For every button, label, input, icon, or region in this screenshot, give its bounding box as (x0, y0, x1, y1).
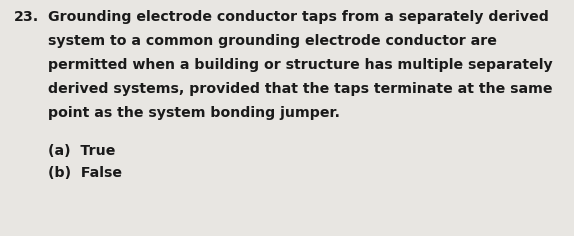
Text: Grounding electrode conductor taps from a separately derived: Grounding electrode conductor taps from … (48, 10, 549, 24)
Text: derived systems, provided that the taps terminate at the same: derived systems, provided that the taps … (48, 82, 553, 96)
Text: point as the system bonding jumper.: point as the system bonding jumper. (48, 106, 340, 120)
Text: (a)  True: (a) True (48, 144, 115, 158)
Text: (b)  False: (b) False (48, 166, 122, 180)
Text: permitted when a building or structure has multiple separately: permitted when a building or structure h… (48, 58, 553, 72)
Text: 23.: 23. (14, 10, 39, 24)
Text: system to a common grounding electrode conductor are: system to a common grounding electrode c… (48, 34, 497, 48)
